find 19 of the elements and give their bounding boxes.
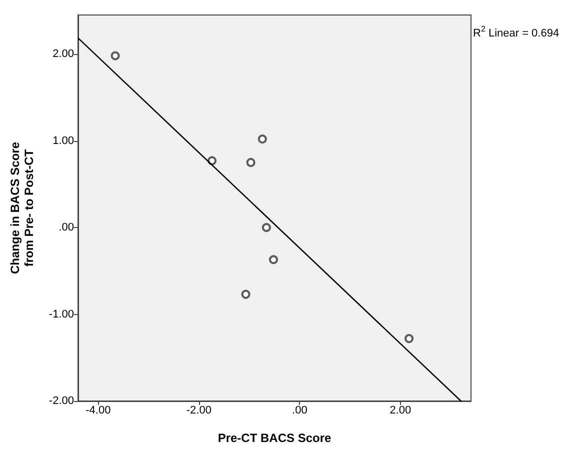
y-tick-label: .00 [58, 222, 74, 234]
point [269, 255, 278, 264]
x-tick-label: -2.00 [186, 404, 212, 416]
y-tick-label: 2.00 [52, 48, 74, 60]
x-tick-label: .00 [292, 404, 308, 416]
point [208, 156, 217, 166]
point [262, 223, 271, 232]
point [258, 134, 267, 144]
point [241, 290, 250, 299]
y-tick-label: 1.00 [52, 134, 74, 147]
y-axis-title: Change in BACS Score from Pre- to Post-CT [8, 142, 36, 274]
point [246, 158, 256, 167]
point [404, 334, 414, 344]
x-tick-label: -4.00 [86, 404, 111, 416]
y-tick-label: -1.00 [48, 308, 74, 320]
y-tick-label: -2.00 [48, 395, 74, 407]
point [110, 51, 120, 60]
x-axis-title: Pre-CT BACS Score [218, 431, 332, 445]
x-tick-label: 2.00 [390, 404, 412, 416]
